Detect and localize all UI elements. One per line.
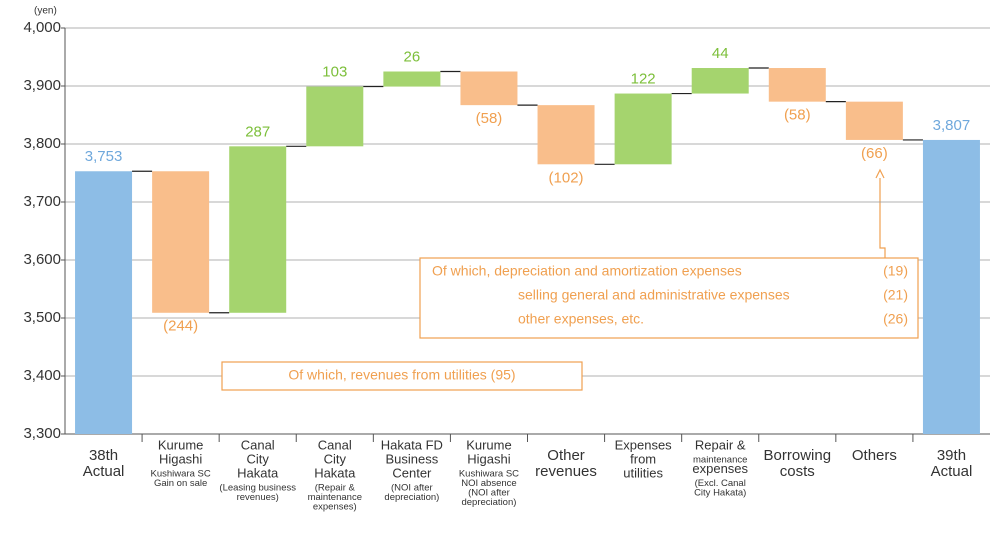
x-tick-label: maintenance (308, 492, 362, 503)
bar (229, 146, 287, 313)
x-tick-label: Kurume (466, 437, 512, 452)
bar (306, 86, 364, 147)
x-tick-label: Borrowing (764, 447, 832, 464)
annotation-arrowhead (875, 168, 885, 179)
y-tick-label: 3,400 (23, 367, 61, 384)
y-tick-label: 4,000 (23, 19, 61, 36)
data-label: (58) (476, 110, 503, 127)
bar (691, 68, 749, 94)
x-tick-label: Gain on sale (154, 478, 207, 489)
x-tick-label: maintenance (693, 455, 747, 466)
x-tick-label: (Repair & (315, 483, 356, 494)
x-tick-label: City (247, 451, 270, 466)
data-label: 122 (631, 71, 656, 88)
data-label: 44 (712, 45, 729, 62)
x-tick-label: Hakata (237, 465, 279, 480)
x-tick-label: utilities (623, 465, 663, 480)
x-tick-label: Canal (318, 437, 352, 452)
x-tick-label: Actual (931, 463, 973, 480)
bar (922, 139, 980, 434)
annotation-arrow (879, 178, 886, 258)
x-tick-label: from (630, 451, 656, 466)
x-tick-label: revenues (535, 463, 597, 480)
data-label: (244) (163, 318, 198, 335)
annotation-box (419, 257, 919, 339)
annotation-text: other expenses, etc. (518, 311, 644, 327)
data-label: (66) (861, 145, 888, 162)
data-label: 103 (322, 64, 347, 81)
bar (383, 71, 441, 87)
x-tick-label: 39th (937, 447, 966, 464)
data-label: 26 (404, 48, 421, 65)
x-tick-label: Expenses (615, 437, 673, 452)
x-tick-label: expenses (692, 461, 748, 476)
data-label: 3,807 (933, 117, 971, 134)
x-tick-label: Kushiwara SC (459, 469, 519, 480)
x-tick-label: Hakata (314, 465, 356, 480)
data-label: (58) (784, 107, 811, 124)
y-unit: (yen) (34, 6, 57, 17)
x-tick-label: depreciation) (461, 497, 516, 508)
x-tick-label: Others (852, 447, 897, 464)
bar (768, 68, 826, 102)
y-tick-label: 3,500 (23, 309, 61, 326)
y-tick-label: 3,300 (23, 425, 61, 442)
x-tick-label: City Hakata) (694, 488, 746, 499)
annotation-text: Of which, revenues from utilities (95) (288, 367, 515, 383)
x-tick-label: depreciation) (384, 492, 439, 503)
y-tick-label: 3,800 (23, 135, 61, 152)
annotation-text: selling general and administrative expen… (518, 287, 790, 303)
bar (152, 171, 210, 313)
data-label: 287 (245, 123, 270, 140)
x-tick-label: Higashi (467, 451, 510, 466)
bar (845, 101, 903, 140)
bar (460, 71, 518, 106)
x-tick-label: City (324, 451, 347, 466)
x-tick-label: NOI absence (461, 478, 516, 489)
x-tick-label: Repair & (695, 437, 746, 452)
x-tick-label: Higashi (159, 451, 202, 466)
x-tick-label: 38th (89, 447, 118, 464)
x-tick-label: (Excl. Canal (695, 478, 746, 489)
x-tick-label: Center (392, 465, 432, 480)
x-tick-label: Kurume (158, 437, 204, 452)
x-tick-label: Kushiwara SC (151, 469, 211, 480)
bar (537, 105, 595, 165)
x-tick-label: (NOI after (391, 483, 433, 494)
y-tick-label: 3,900 (23, 77, 61, 94)
annotation-amount: (21) (883, 287, 908, 303)
y-tick-label: 3,700 (23, 193, 61, 210)
x-tick-label: (NOI after (468, 488, 510, 499)
x-tick-label: Other (547, 447, 585, 464)
x-tick-label: Business (386, 451, 439, 466)
bar (614, 93, 672, 165)
x-tick-label: Actual (83, 463, 125, 480)
annotation-amount: (19) (883, 263, 908, 279)
x-tick-label: Canal (241, 437, 275, 452)
x-tick-label: expenses) (313, 502, 357, 513)
bar (75, 171, 133, 434)
data-label: (102) (549, 169, 584, 186)
x-tick-label: Hakata FD (381, 437, 443, 452)
annotation-amount: (26) (883, 311, 908, 327)
annotation-text: Of which, depreciation and amortization … (432, 263, 742, 279)
data-label: 3,753 (85, 148, 123, 165)
x-tick-label: revenues) (237, 492, 279, 503)
annotation-box (221, 361, 583, 391)
x-tick-label: costs (780, 463, 815, 480)
y-tick-label: 3,600 (23, 251, 61, 268)
x-tick-label: (Leasing business (219, 483, 296, 494)
